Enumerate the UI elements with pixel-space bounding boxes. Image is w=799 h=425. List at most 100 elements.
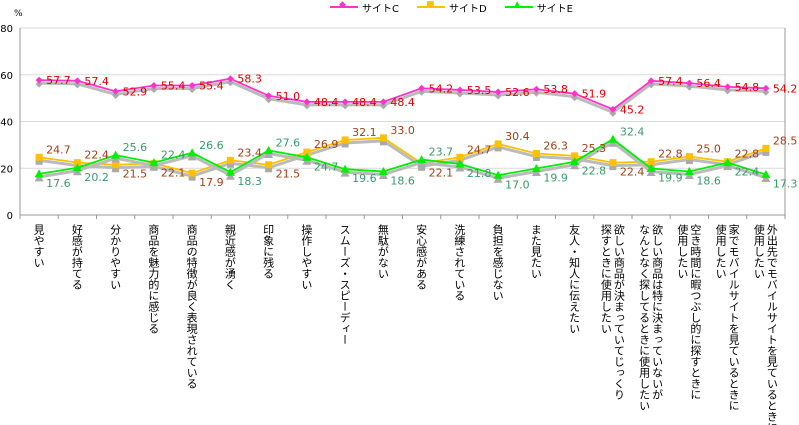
data-label: 24.7: [314, 160, 339, 173]
data-label: 54.8: [735, 81, 760, 94]
data-point: [188, 169, 196, 177]
data-label: 22.8: [658, 148, 683, 161]
x-tick-label: 安心感がある: [414, 224, 428, 290]
data-point: [571, 152, 579, 160]
data-point: [225, 167, 235, 176]
data-label: 57.4: [658, 75, 683, 88]
marker-shadow: [226, 160, 234, 168]
x-tick-label: 外出先でモバイルサイトを見ているときに 使用したい: [752, 224, 779, 425]
data-point: [150, 82, 158, 90]
data-label: 28.5: [773, 134, 798, 147]
x-tick-label: スムーズ・スピーディー: [338, 224, 352, 345]
legend-label: サイトD: [448, 3, 487, 15]
data-label: 52.6: [505, 86, 530, 99]
data-label: 30.4: [505, 130, 530, 143]
data-label: 55.4: [161, 80, 186, 93]
data-point: [378, 167, 388, 176]
x-tick-label: 商品を魅力的に感じる: [146, 224, 160, 334]
marker-shadow: [571, 94, 579, 102]
legend-diamond-icon: ◆: [330, 0, 358, 10]
data-point: [379, 98, 387, 106]
data-label: 26.6: [199, 139, 224, 152]
data-label: 18.6: [696, 175, 721, 188]
data-point: [684, 167, 694, 176]
data-label: 33.0: [390, 124, 415, 137]
data-point: [226, 156, 234, 164]
x-tick-label: 分かりやすい: [108, 224, 122, 290]
data-label: 22.4: [620, 166, 645, 179]
data-point: [417, 155, 427, 164]
data-label: 26.9: [314, 138, 339, 151]
data-point: [531, 163, 541, 172]
x-tick-label: 家でモバイルサイトを見ているときに 使用したい: [714, 224, 741, 411]
data-label: 32.1: [352, 126, 377, 139]
data-point: [35, 153, 43, 161]
data-point: [609, 105, 617, 113]
data-label: 48.4: [314, 96, 339, 109]
data-point: [647, 77, 655, 85]
data-label: 22.8: [582, 165, 607, 178]
marker-shadow: [532, 89, 540, 97]
data-point: [456, 86, 464, 94]
marker-shadow: [609, 163, 617, 171]
data-label: 21.8: [467, 167, 492, 180]
data-point: [35, 76, 43, 84]
data-label: 21.5: [123, 168, 148, 181]
data-point: [532, 150, 540, 158]
marker-shadow: [762, 148, 770, 156]
data-point: [265, 161, 273, 169]
marker-shadow: [685, 83, 693, 91]
data-label: 17.0: [505, 178, 530, 191]
marker-shadow: [609, 109, 617, 117]
x-tick-label: 友人・知人に伝えたい: [567, 224, 581, 334]
data-point: [302, 152, 312, 161]
y-tick-label: 20: [0, 164, 13, 175]
data-point: [341, 98, 349, 106]
data-point: [647, 158, 655, 166]
marker-shadow: [418, 163, 426, 171]
marker-shadow: [188, 86, 196, 94]
data-point: [303, 98, 311, 106]
series-line-0: [39, 77, 766, 111]
data-label: 22.4: [735, 166, 760, 179]
data-point: [494, 88, 502, 96]
legend-item: ◆ サイトC: [330, 0, 399, 15]
data-point: [72, 163, 82, 172]
data-label: 23.4: [237, 146, 262, 159]
legend: ◆ サイトC ■ サイトD ▲ サイトE: [330, 0, 573, 15]
x-tick-label: 洗練されている: [452, 224, 466, 301]
x-tick-label: 欲しい商品が決まっていてじっくり 探すときに使用したい: [599, 224, 626, 400]
marker-shadow: [265, 165, 273, 173]
data-point: [455, 159, 465, 168]
legend-item: ■ サイトD: [416, 0, 487, 15]
data-point: [762, 144, 770, 152]
data-label: 48.4: [390, 96, 415, 109]
data-label: 25.3: [582, 142, 607, 155]
y-tick-label: 0: [7, 211, 13, 222]
marker-shadow: [265, 96, 273, 104]
marker-shadow: [226, 79, 234, 87]
series-shadow: [39, 80, 766, 115]
data-point: [264, 145, 274, 154]
marker-shadow: [379, 138, 387, 146]
data-point: [341, 136, 349, 144]
data-label: 19.9: [543, 171, 568, 184]
marker-shadow: [418, 88, 426, 96]
marker-shadow: [724, 87, 732, 95]
data-label: 22.1: [429, 166, 454, 179]
series-shadow: [38, 140, 767, 180]
data-label: 17.9: [199, 176, 224, 189]
marker-shadow: [341, 102, 349, 110]
data-label: 25.6: [123, 141, 148, 154]
marker-shadow: [73, 81, 81, 89]
marker-shadow: [303, 102, 311, 110]
x-tick-label: 好感が持てる: [70, 224, 84, 290]
data-label: 24.7: [467, 143, 492, 156]
data-point: [685, 153, 693, 161]
data-label: 58.3: [237, 73, 262, 86]
x-tick-label: また見たい: [529, 224, 543, 279]
legend-label: サイトC: [362, 3, 399, 15]
x-tick-label: 商品の特徴が良く表現されている: [185, 224, 199, 389]
marker-shadow: [685, 157, 693, 165]
